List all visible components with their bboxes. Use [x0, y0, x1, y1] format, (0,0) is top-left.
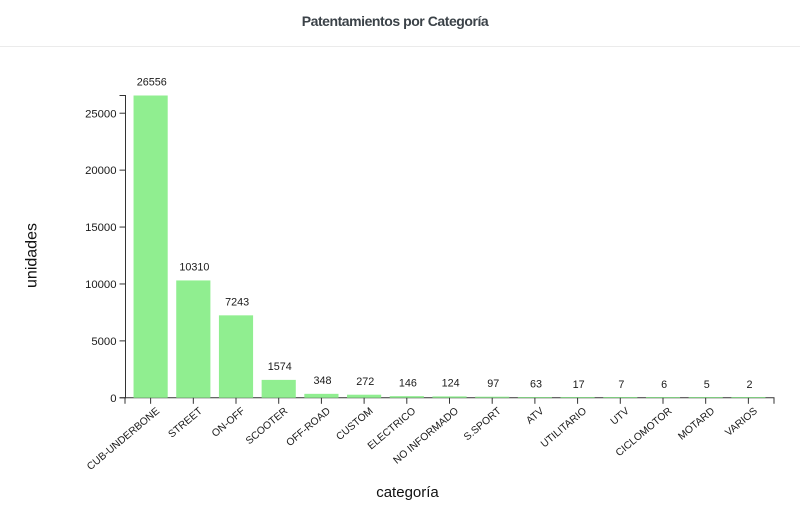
svg-text:10310: 10310: [179, 262, 209, 274]
svg-text:7: 7: [618, 379, 624, 391]
svg-text:CUB-UNDERBONE: CUB-UNDERBONE: [85, 406, 162, 473]
svg-text:15000: 15000: [85, 222, 116, 234]
svg-text:unidades: unidades: [24, 223, 41, 288]
svg-text:7243: 7243: [225, 297, 249, 309]
svg-text:MOTARD: MOTARD: [676, 406, 717, 443]
svg-text:S.SPORT: S.SPORT: [462, 405, 504, 443]
svg-text:17: 17: [573, 379, 585, 391]
svg-text:CUSTOM: CUSTOM: [334, 406, 375, 443]
svg-text:26556: 26556: [137, 77, 167, 89]
svg-text:SCOOTER: SCOOTER: [244, 406, 290, 447]
svg-text:272: 272: [356, 376, 374, 388]
svg-text:2: 2: [746, 379, 752, 391]
svg-text:0: 0: [110, 393, 116, 405]
svg-text:20000: 20000: [85, 165, 116, 177]
svg-text:6: 6: [661, 379, 667, 391]
svg-text:146: 146: [399, 377, 417, 389]
svg-text:5000: 5000: [91, 336, 116, 348]
svg-text:63: 63: [530, 378, 542, 390]
svg-text:5: 5: [704, 379, 710, 391]
svg-text:97: 97: [487, 378, 499, 390]
svg-text:1574: 1574: [268, 361, 292, 373]
svg-text:STREET: STREET: [167, 405, 206, 440]
svg-text:categoría: categoría: [376, 484, 439, 501]
svg-text:OFF-ROAD: OFF-ROAD: [285, 406, 333, 449]
svg-text:UTILITARIO: UTILITARIO: [539, 406, 589, 450]
svg-text:124: 124: [442, 378, 460, 390]
svg-text:ON-OFF: ON-OFF: [210, 406, 247, 440]
svg-text:ATV: ATV: [524, 406, 546, 427]
svg-text:25000: 25000: [85, 108, 116, 120]
svg-text:348: 348: [314, 375, 332, 387]
svg-text:VARIOS: VARIOS: [724, 406, 760, 439]
svg-text:UTV: UTV: [609, 406, 632, 428]
svg-text:10000: 10000: [85, 279, 116, 291]
